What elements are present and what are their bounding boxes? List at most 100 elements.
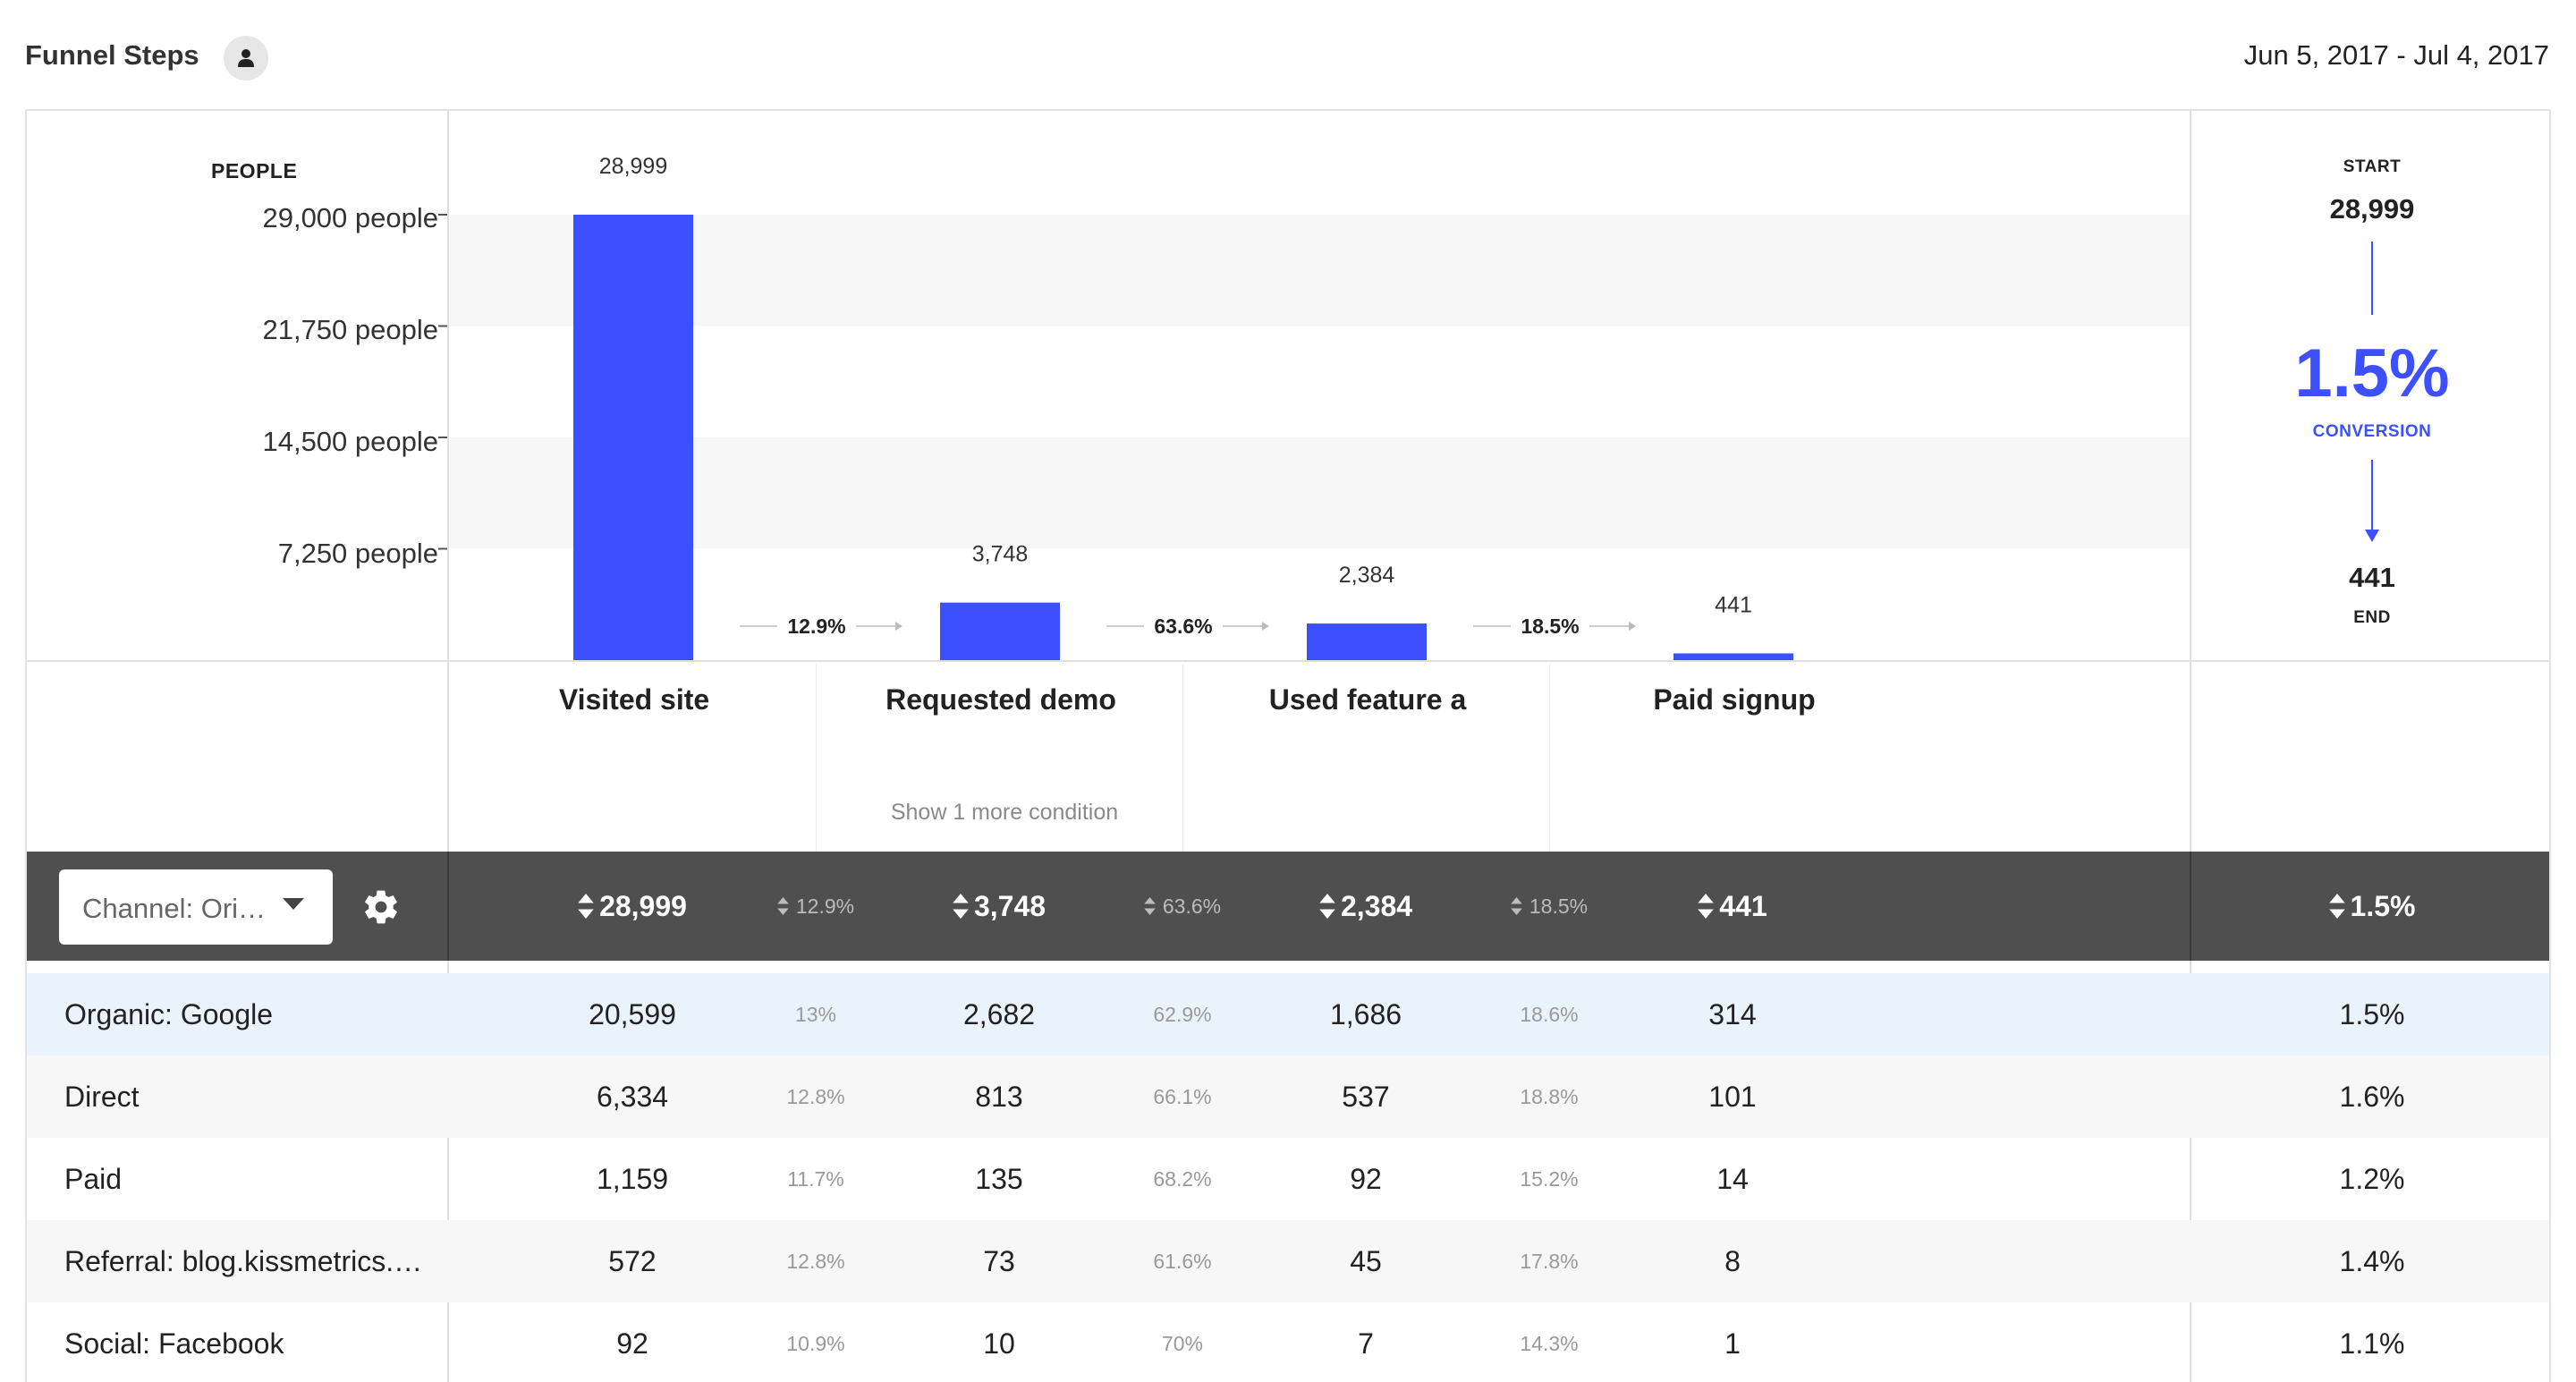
funnel-bar: [573, 215, 693, 660]
step-divider: [1549, 664, 1550, 959]
row-step-count: 1: [1724, 1327, 1741, 1360]
sort-icon: [2328, 894, 2345, 919]
start-label: START: [2343, 157, 2402, 176]
sort-icon: [777, 897, 789, 915]
date-range[interactable]: Jun 5, 2017 - Jul 4, 2017: [2243, 39, 2549, 71]
row-step-count: 537: [1342, 1081, 1390, 1113]
chevron-down-icon: [283, 898, 304, 910]
row-step-rate: 18.8%: [1520, 1085, 1579, 1108]
person-button[interactable]: [224, 36, 268, 81]
table-row[interactable]: Organic: Google 20,599 13% 2,682 62.9% 1,686 1…: [27, 973, 2549, 1056]
row-channel-name: Social: Facebook: [64, 1327, 284, 1360]
row-conversion: 1.6%: [2339, 1081, 2405, 1113]
bar-value-label: 2,384: [1339, 563, 1395, 588]
conversion-label: CONVERSION: [2312, 422, 2432, 441]
sort-icon: [578, 894, 594, 919]
show-more-condition-link[interactable]: Show 1 more condition: [890, 800, 1119, 825]
row-step-rate: 61.6%: [1153, 1250, 1212, 1273]
summary-line-bottom: [2371, 460, 2373, 535]
row-conversion: 1.5%: [2339, 998, 2405, 1030]
y-axis-title: PEOPLE: [211, 159, 298, 182]
sort-step-header-text: 441: [1719, 890, 1767, 922]
table-row[interactable]: Referral: blog.kissmetrics.… 572 12.8% 73 61…: [27, 1220, 2549, 1302]
row-step-count: 10: [983, 1327, 1015, 1360]
funnel-chart: 28,999 3,748 2,384 441 12.9% 63.6% 18.5%: [438, 154, 2190, 660]
sort-icon: [1144, 897, 1156, 915]
grid-band: [449, 215, 2190, 326]
end-value: 441: [2349, 562, 2395, 593]
table-row[interactable]: Paid 1,159 11.7% 135 68.2% 92 15.2% 14 1.2%: [27, 1138, 2549, 1220]
row-step-count: 8: [1724, 1245, 1741, 1277]
row-step-rate: 12.8%: [786, 1085, 845, 1108]
sort-rate-header-text: 18.5%: [1529, 894, 1589, 918]
sort-conversion-header-text: 1.5%: [2350, 890, 2416, 922]
table-row[interactable]: Social: Facebook 92 10.9% 10 70% 7 14.3% 1 1.1%: [27, 1302, 2549, 1382]
sort-step-header[interactable]: 2,384: [1250, 852, 1482, 961]
table-header-row: Channel: Ori… 28,999 12.9% 3,748 63.6% 2,384…: [27, 852, 2549, 961]
row-channel-name: Paid: [64, 1163, 123, 1195]
sort-step-header[interactable]: 3,748: [883, 852, 1115, 961]
row-step-count: 314: [1708, 998, 1757, 1030]
axis-divider: [447, 111, 449, 1382]
row-step-count: 92: [616, 1327, 648, 1360]
row-channel-name: Organic: Google: [64, 998, 274, 1030]
row-step-count: 135: [975, 1163, 1023, 1195]
sort-step-header-text: 3,748: [973, 890, 1046, 922]
row-step-rate: 17.8%: [1520, 1250, 1579, 1273]
step-conversion-rate: 63.6%: [1154, 615, 1212, 638]
funnel-bar: [1674, 653, 1793, 660]
step-name-used-feature-a: Used feature a: [1268, 683, 1467, 716]
sort-step-header-text: 2,384: [1340, 890, 1413, 922]
row-step-count: 1,159: [596, 1163, 669, 1195]
row-conversion: 1.1%: [2339, 1327, 2405, 1360]
row-step-rate: 70%: [1161, 1332, 1204, 1355]
grid-band: [449, 437, 2190, 549]
step-conversion-rate: 18.5%: [1521, 615, 1579, 638]
row-step-count: 20,599: [589, 998, 676, 1030]
y-tick-label: 29,000 people: [262, 202, 438, 233]
step-name-paid-signup: Paid signup: [1653, 683, 1816, 716]
step-name-requested-demo: Requested demo: [886, 683, 1116, 716]
table-row[interactable]: Direct 6,334 12.8% 813 66.1% 537 18.8% 101 1.6%: [27, 1056, 2549, 1138]
row-step-rate: 13%: [794, 1003, 837, 1026]
sort-icon: [1319, 894, 1335, 919]
row-step-count: 1,686: [1329, 998, 1402, 1030]
sort-step-header[interactable]: 28,999: [516, 852, 749, 961]
page-header: Funnel Steps Jun 5, 2017 - Jul 4, 2017: [0, 0, 2576, 107]
page-title: Funnel Steps: [25, 39, 199, 71]
row-step-count: 45: [1350, 1245, 1382, 1277]
row-step-count: 14: [1716, 1163, 1749, 1195]
sort-icon: [1698, 894, 1715, 919]
row-channel-name: Direct: [64, 1081, 140, 1113]
sort-rate-header[interactable]: 12.9%: [749, 852, 883, 961]
row-conversion: 1.4%: [2339, 1245, 2405, 1277]
channel-dropdown[interactable]: Channel: Ori…: [59, 869, 333, 945]
sort-icon: [953, 894, 969, 919]
arrow-right-icon: [1629, 622, 1636, 631]
summary-divider: [2190, 111, 2191, 1382]
bar-value-label: 3,748: [972, 542, 1029, 567]
sort-step-header[interactable]: 441: [1616, 852, 1849, 961]
sort-rate-header-text: 63.6%: [1162, 894, 1222, 918]
row-step-rate: 66.1%: [1153, 1085, 1212, 1108]
row-conversion: 1.2%: [2339, 1163, 2405, 1195]
gear-icon[interactable]: [361, 887, 401, 927]
channel-dropdown-value: Channel: Ori…: [82, 893, 267, 924]
end-label: END: [2353, 608, 2391, 627]
row-step-rate: 68.2%: [1153, 1167, 1212, 1191]
row-step-count: 2,682: [962, 998, 1036, 1030]
step-divider: [1182, 664, 1183, 959]
row-step-rate: 14.3%: [1520, 1332, 1579, 1355]
row-step-rate: 62.9%: [1153, 1003, 1212, 1026]
sort-conversion-header[interactable]: 1.5%: [2191, 852, 2549, 961]
chart-baseline: [27, 660, 2549, 662]
row-step-count: 813: [975, 1081, 1023, 1113]
row-step-count: 7: [1358, 1327, 1374, 1360]
sort-rate-header[interactable]: 18.5%: [1482, 852, 1616, 961]
step-conversion-rate: 12.9%: [787, 615, 845, 638]
step-name-visited-site: Visited site: [558, 683, 710, 716]
arrow-down-icon: [2365, 530, 2379, 542]
sort-rate-header[interactable]: 63.6%: [1115, 852, 1250, 961]
row-step-count: 73: [983, 1245, 1015, 1277]
sort-rate-header-text: 12.9%: [795, 894, 855, 918]
